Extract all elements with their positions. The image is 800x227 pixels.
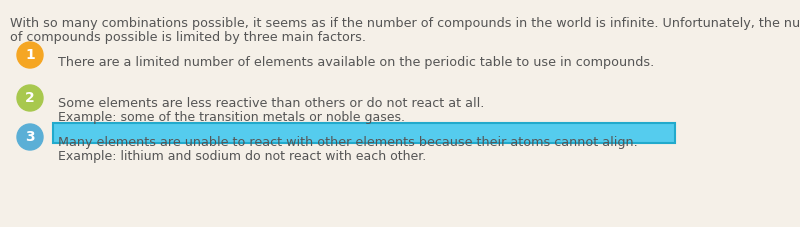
Circle shape bbox=[17, 85, 43, 111]
Text: Example: lithium and sodium do not react with each other.: Example: lithium and sodium do not react… bbox=[58, 150, 426, 163]
Text: With so many combinations possible, it seems as if the number of compounds in th: With so many combinations possible, it s… bbox=[10, 17, 800, 30]
Text: Example: some of the transition metals or noble gases.: Example: some of the transition metals o… bbox=[58, 111, 405, 124]
FancyBboxPatch shape bbox=[53, 123, 675, 143]
Text: 1: 1 bbox=[25, 48, 35, 62]
Text: 2: 2 bbox=[25, 91, 35, 105]
Text: Many elements are unable to react with other elements because their atoms cannot: Many elements are unable to react with o… bbox=[58, 136, 638, 149]
Circle shape bbox=[17, 42, 43, 68]
Circle shape bbox=[17, 124, 43, 150]
Text: Some elements are less reactive than others or do not react at all.: Some elements are less reactive than oth… bbox=[58, 97, 484, 110]
Text: of compounds possible is limited by three main factors.: of compounds possible is limited by thre… bbox=[10, 31, 366, 44]
Text: 3: 3 bbox=[25, 130, 35, 144]
Text: There are a limited number of elements available on the periodic table to use in: There are a limited number of elements a… bbox=[58, 56, 654, 69]
